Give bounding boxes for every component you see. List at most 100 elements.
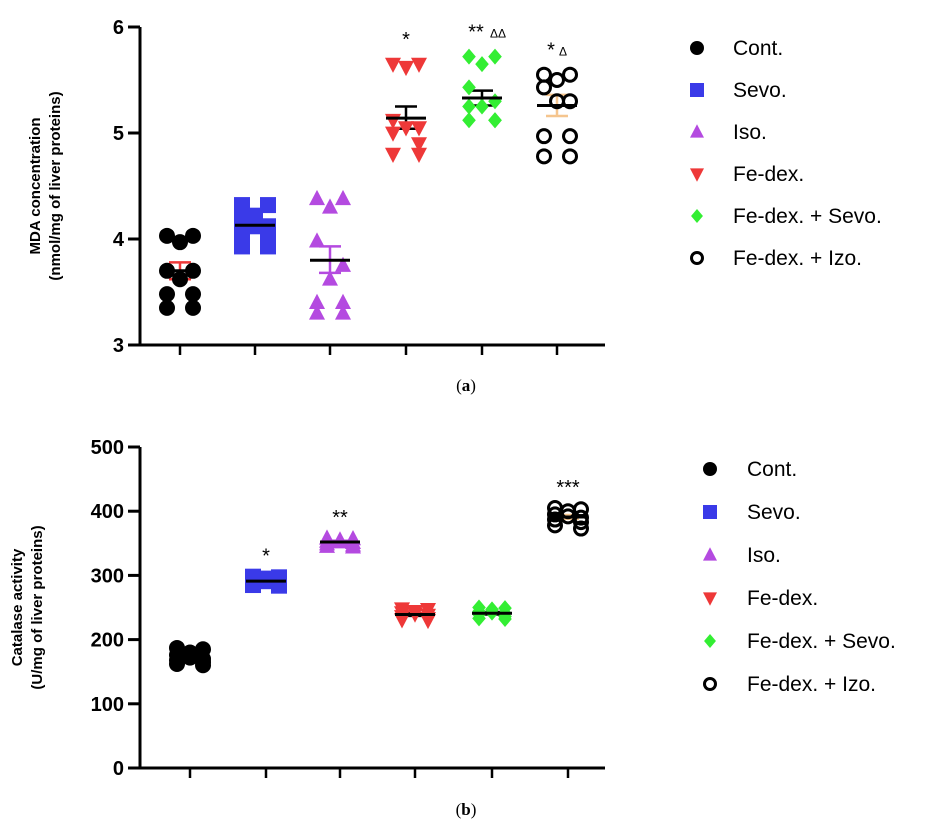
data-point [169,655,185,672]
data-point [411,121,427,137]
y-axis-label-line1: MDA concentration [27,118,44,255]
data-point [573,520,589,537]
data-point [562,66,578,83]
data-point [385,57,401,73]
y-tick-label: 4 [113,229,125,251]
data-point [462,48,476,65]
data-point [335,256,351,272]
y-axis-label-line2: (U/mg of liver proteins) [29,525,46,689]
significance-label: * [402,29,410,51]
legend-marker [703,592,717,606]
data-point [322,270,338,286]
legend-label: Iso. [747,544,781,567]
data-point [398,60,414,77]
data-point [462,79,476,96]
legend-item: Fe-dex. [690,163,804,186]
data-point [335,293,351,309]
data-point [385,126,401,142]
y-tick-label: 500 [91,437,124,459]
data-point [234,225,250,242]
panel-a-chart: 3 4 5 6 MDA concentration (nmol/mg of liver p… [27,17,605,395]
data-point [260,197,276,214]
data-point [394,613,410,629]
y-tick-label: 200 [91,630,124,652]
data-point [475,98,489,115]
significance-label: * [547,40,555,62]
data-point [335,304,351,320]
legend-marker [703,677,717,691]
data-point [195,657,211,674]
data-point [185,286,201,303]
significance-label: ** [468,22,484,44]
legend-marker [704,634,716,648]
significance-sub-label: Δ [559,45,567,59]
legend-marker [703,462,717,476]
legend-item: Cont. [690,37,783,60]
data-point [420,613,436,630]
legend-panel-b: Cont. Sevo. Iso. Fe-dex. Fe-dex. + Sevo. Fe-d… [703,458,896,696]
data-point [309,304,325,320]
legend-label: Fe-dex. + Izo. [733,247,862,270]
data-point [172,234,188,251]
legend-label: Iso. [733,121,767,144]
data-point [549,72,565,88]
data-point [322,198,338,214]
data-point [309,232,325,248]
legend-label: Fe-dex. [733,163,804,186]
legend-label: Cont. [733,37,783,60]
y-axis-label-line1: Catalase activity [9,548,26,666]
data-point [475,56,489,73]
y-tick-label: 0 [113,758,124,780]
data-point [159,227,175,244]
legend-marker [690,41,704,55]
data-point [411,57,427,73]
legend-label: Fe-dex. + Izo. [747,673,876,696]
data-point [488,112,502,129]
legend-item: Cont. [703,458,797,481]
legend-item: Iso. [703,544,781,567]
data-point [488,48,502,65]
legend-item: Fe-dex. [703,587,818,610]
data-point [498,611,512,628]
legend-marker [703,547,717,561]
data-point [547,517,563,534]
legend-marker [690,83,704,97]
legend-marker [691,209,703,223]
data-point [462,98,476,115]
y-tick-label: 5 [113,123,124,145]
y-axis-label-line2: (nmol/mg of liver proteins) [47,91,64,280]
significance-label: *** [556,477,580,499]
data-point [562,148,578,165]
y-tick-label: 3 [113,335,124,357]
legend-item: Iso. [690,121,767,144]
data-point [309,189,325,206]
data-point [536,66,552,83]
significance-label: ** [332,507,348,529]
data-point [309,293,325,309]
legend-item: Fe-dex. + Sevo. [691,205,882,228]
legend-marker [690,251,704,265]
y-tick-label: 400 [91,501,124,523]
y-tick-label: 100 [91,694,124,716]
y-tick-label: 6 [113,17,124,39]
data-point [462,112,476,129]
data-point [234,238,250,255]
data-point [562,128,578,145]
data-point [335,189,351,206]
data-point [488,93,502,110]
data-point [185,299,201,316]
legend-marker [703,505,717,519]
legend-marker [690,168,704,182]
significance-label: * [262,546,270,568]
data-point [185,227,201,244]
data-point [536,128,552,145]
data-point [562,93,578,110]
panel-label: (b) [456,800,477,819]
legend-item: Fe-dex. + Izo. [703,673,876,696]
data-point [345,538,361,554]
legend-item: Fe-dex. + Izo. [690,247,862,270]
panel-label: (a) [456,376,476,395]
legend-label: Fe-dex. + Sevo. [733,205,882,228]
data-point [411,147,427,163]
